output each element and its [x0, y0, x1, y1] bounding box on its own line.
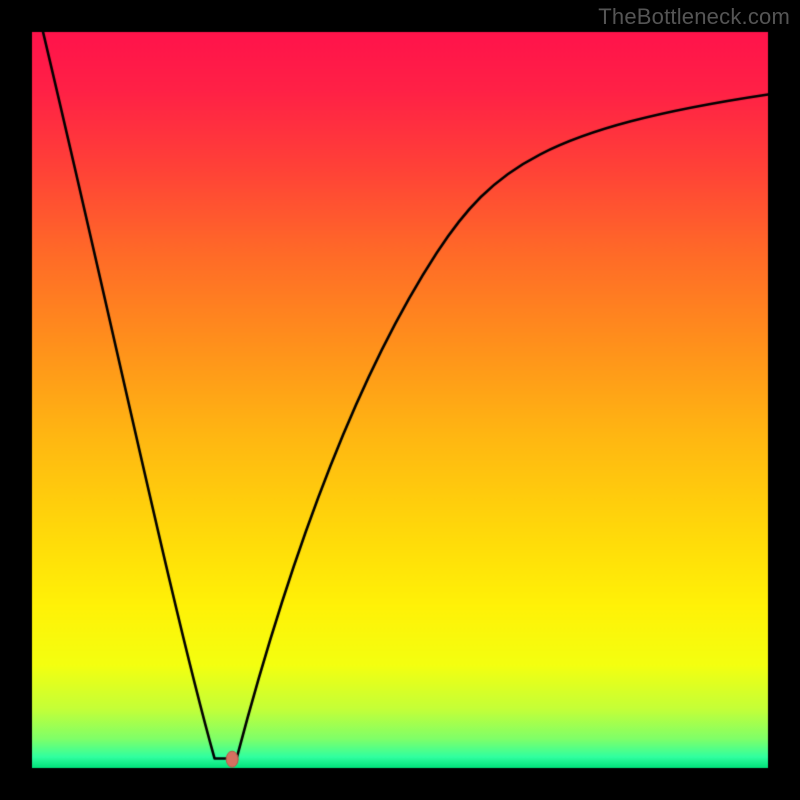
bottleneck-chart-canvas: [0, 0, 800, 800]
chart-stage: TheBottleneck.com: [0, 0, 800, 800]
